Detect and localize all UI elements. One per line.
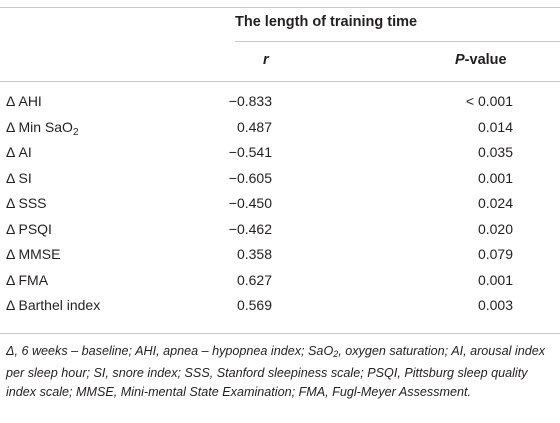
delta-symbol: Δ: [6, 246, 15, 262]
delta-symbol: Δ: [6, 118, 15, 135]
row-variable: Δ AHI: [6, 93, 42, 109]
footnote-part2: , oxygen saturation; AI, arousal index p…: [6, 344, 546, 399]
row-p-value: 0.024: [477, 195, 513, 211]
table-footnote: Δ, 6 weeks – baseline; AHI, apnea – hypo…: [6, 342, 554, 402]
delta-symbol: Δ: [6, 271, 15, 288]
row-p-value: 0.020: [477, 220, 513, 237]
table-row: Δ Min SaO2 0.487 0.014: [0, 115, 560, 140]
row-p-value: 0.014: [477, 118, 513, 135]
table-row: Δ SI −0.605 0.001: [0, 166, 560, 191]
delta-symbol: Δ: [6, 220, 15, 237]
row-variable: Δ Min SaO2: [6, 119, 79, 138]
table-top-rule: [0, 7, 560, 8]
variable-subscript: 2: [72, 126, 79, 138]
delta-symbol: Δ: [6, 144, 15, 160]
row-p-value: 0.001: [477, 169, 513, 186]
row-p-value: < 0.001: [465, 93, 513, 109]
row-variable: Δ FMA: [6, 272, 48, 288]
row-r-value: −0.450: [228, 195, 272, 211]
table-row: Δ AHI −0.833 < 0.001: [0, 89, 560, 114]
variable-name: PSQI: [18, 220, 52, 237]
row-p-value: 0.079: [477, 246, 513, 262]
variable-name: SSS: [18, 195, 47, 211]
row-r-value: 0.627: [236, 271, 272, 288]
row-variable: Δ SI: [6, 170, 32, 186]
table-row: Δ AI −0.541 0.035: [0, 140, 560, 165]
column-header-r: r: [263, 52, 269, 68]
delta-symbol: Δ: [6, 93, 15, 109]
delta-symbol: Δ: [6, 297, 15, 313]
variable-name: Barthel index: [18, 297, 101, 313]
variable-name: FMA: [18, 271, 49, 288]
row-variable: Δ AI: [6, 144, 32, 160]
group-header: The length of training time: [235, 14, 418, 30]
row-r-value: 0.487: [236, 118, 272, 135]
table-row: Δ MMSE 0.358 0.079: [0, 242, 560, 267]
group-header-rule: [235, 41, 560, 42]
row-variable: Δ MMSE: [6, 246, 60, 262]
row-variable: Δ PSQI: [6, 221, 52, 237]
header-bottom-rule: [0, 81, 560, 82]
row-p-value: 0.003: [477, 297, 513, 313]
row-r-value: 0.358: [236, 246, 272, 262]
variable-name: AHI: [18, 93, 42, 109]
variable-name: AI: [18, 144, 32, 160]
variable-name: SI: [18, 169, 32, 186]
p-rest: -value: [464, 52, 507, 68]
row-p-value: 0.035: [477, 144, 513, 160]
footnote-part1: Δ, 6 weeks – baseline; AHI, apnea – hypo…: [6, 344, 334, 358]
row-r-value: −0.541: [228, 144, 272, 160]
table-row: Δ PSQI −0.462 0.020: [0, 217, 560, 242]
p-italic: P: [455, 52, 465, 68]
column-header-p-value: P-value: [455, 52, 507, 68]
row-r-value: 0.569: [236, 297, 272, 313]
delta-symbol: Δ: [6, 169, 15, 186]
row-r-value: −0.605: [228, 169, 272, 186]
variable-name: MMSE: [18, 246, 61, 262]
footnote-subscript: 2: [333, 349, 339, 359]
row-variable: Δ SSS: [6, 195, 47, 211]
row-variable: Δ Barthel index: [6, 297, 100, 313]
table-row: Δ SSS −0.450 0.024: [0, 191, 560, 216]
row-p-value: 0.001: [477, 271, 513, 288]
table-bottom-rule: [0, 333, 560, 334]
table-row: Δ FMA 0.627 0.001: [0, 268, 560, 293]
variable-name: Min SaO: [18, 118, 73, 135]
row-r-value: −0.833: [228, 93, 272, 109]
delta-symbol: Δ: [6, 195, 15, 211]
row-r-value: −0.462: [228, 220, 272, 237]
table-row: Δ Barthel index 0.569 0.003: [0, 293, 560, 318]
